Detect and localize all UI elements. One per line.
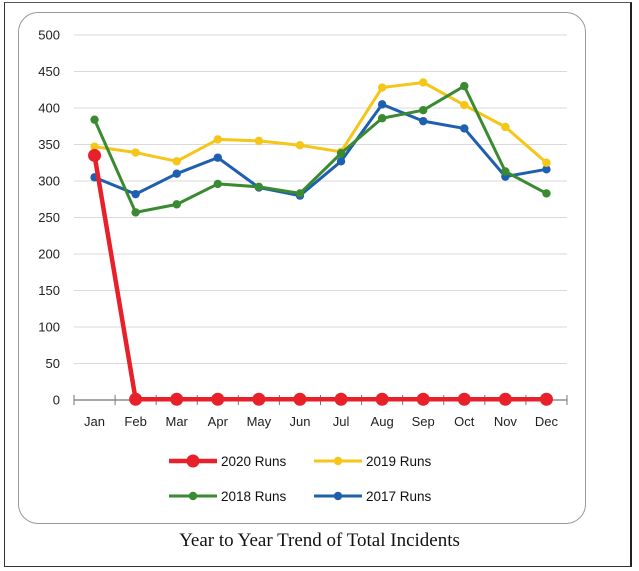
figure-caption: Year to Year Trend of Total Incidents	[179, 530, 460, 551]
data-point-2019-runs-feb	[131, 148, 140, 157]
x-tick-label-aug: Aug	[371, 414, 394, 429]
legend-label-2017-runs: 2017 Runs	[366, 489, 432, 504]
legend-item-2017-runs: 2017 Runs	[314, 489, 432, 504]
x-tick-label-feb: Feb	[124, 414, 146, 429]
series-line-2018-runs	[93, 84, 548, 214]
data-point-2018-runs-jul	[336, 149, 346, 158]
data-point-2020-runs-feb	[129, 392, 143, 406]
data-point-2017-runs-jul	[336, 157, 346, 166]
series-line-2020-runs	[92, 155, 547, 402]
data-point-2019-runs-oct	[460, 100, 469, 110]
legend-item-2019-runs: 2019 Runs	[314, 454, 432, 469]
y-tick-label-200: 200	[38, 247, 60, 262]
axes: 0 50 100 150 200 250 300 350 400 450 500 Jan Feb Mar A…	[38, 28, 568, 429]
y-tick-label-300: 300	[38, 174, 60, 189]
data-point-2018-runs-oct	[460, 81, 469, 91]
legend-swatch-marker	[188, 491, 198, 501]
x-tick-label-jun: Jun	[289, 414, 310, 429]
y-tick-label-100: 100	[38, 320, 60, 335]
data-point-2019-runs-sep	[419, 78, 428, 87]
data-point-2020-runs-sep	[416, 392, 430, 406]
data-point-2019-runs-nov	[501, 122, 510, 132]
data-point-2017-runs-mar	[172, 169, 181, 178]
data-point-2020-runs-jan	[88, 148, 102, 162]
figure-frame	[4, 2, 632, 567]
legend: 2020 Runs 2019 Runs 2018 Runs 2017 Runs	[169, 454, 432, 504]
data-point-2019-runs-jun	[295, 141, 305, 150]
series-line-2017-runs	[93, 102, 547, 198]
legend-label-2020-runs: 2020 Runs	[221, 454, 287, 469]
data-point-2018-runs-dec	[542, 189, 551, 198]
data-point-2020-runs-aug	[375, 392, 389, 406]
x-tick-label-apr: Apr	[208, 414, 229, 429]
x-tick-label-jan: Jan	[84, 414, 105, 429]
data-point-2018-runs-apr	[213, 179, 222, 189]
legend-label-2018-runs: 2018 Runs	[221, 489, 287, 504]
data-point-2017-runs-aug	[377, 100, 387, 109]
data-point-2017-runs-oct	[460, 124, 469, 133]
legend-swatch-marker	[186, 454, 200, 468]
y-tick-label-0: 0	[53, 393, 60, 408]
gridlines	[74, 34, 567, 364]
legend-label-2019-runs: 2019 Runs	[366, 454, 432, 469]
data-point-2020-runs-mar	[170, 392, 184, 406]
chart-container: 0 50 100 150 200 250 300 350 400 450 500 Jan Feb Mar A…	[18, 12, 586, 524]
data-point-2019-runs-jan	[90, 142, 99, 151]
data-point-2018-runs-aug	[377, 114, 387, 123]
data-point-2020-runs-dec	[539, 392, 553, 406]
series-2019-runs	[90, 78, 551, 167]
y-tick-label-50: 50	[46, 356, 60, 371]
data-point-2017-runs-feb	[131, 189, 140, 199]
data-point-2019-runs-may	[254, 136, 264, 146]
data-point-2019-runs-dec	[542, 158, 551, 167]
data-point-2020-runs-jul	[334, 392, 348, 406]
data-point-2018-runs-nov	[501, 167, 510, 176]
data-point-2017-runs-apr	[213, 153, 222, 162]
legend-item-2020-runs: 2020 Runs	[169, 454, 287, 469]
series-2020-runs	[88, 148, 553, 406]
x-tick-label-oct: Oct	[454, 414, 475, 429]
series-2018-runs	[90, 81, 551, 217]
x-tick-label-jul: Jul	[333, 414, 350, 429]
data-point-2017-runs-dec	[542, 165, 551, 174]
series-2017-runs	[90, 100, 551, 200]
series-line-2019-runs	[94, 80, 548, 164]
data-point-2019-runs-apr	[213, 135, 222, 144]
data-point-2020-runs-may	[252, 392, 266, 406]
data-point-2018-runs-sep	[419, 105, 428, 115]
data-point-2020-runs-jun	[293, 392, 307, 406]
x-tick-label-dec: Dec	[535, 414, 559, 429]
data-point-2018-runs-feb	[131, 208, 140, 217]
data-point-2020-runs-nov	[498, 392, 512, 406]
y-tick-label-150: 150	[38, 283, 60, 298]
x-tick-label-nov: Nov	[494, 414, 518, 429]
data-point-2019-runs-aug	[377, 83, 387, 92]
y-tick-label-400: 400	[38, 101, 60, 116]
data-point-2020-runs-oct	[457, 392, 471, 406]
series-lines	[88, 78, 553, 406]
y-tick-label-450: 450	[38, 64, 60, 79]
x-tick-label-sep: Sep	[412, 414, 435, 429]
data-point-2020-runs-apr	[211, 392, 225, 406]
x-tick-label-mar: Mar	[166, 414, 189, 429]
y-tick-label-350: 350	[38, 137, 60, 152]
legend-item-2018-runs: 2018 Runs	[169, 489, 287, 504]
data-point-2018-runs-jan	[90, 115, 99, 124]
x-tick-label-may: May	[247, 414, 272, 429]
y-tick-label-500: 500	[38, 28, 60, 43]
data-point-2018-runs-jun	[295, 189, 305, 198]
data-point-2018-runs-may	[254, 182, 264, 192]
y-tick-label-250: 250	[38, 210, 60, 225]
data-point-2019-runs-mar	[172, 157, 181, 166]
data-point-2018-runs-mar	[172, 200, 181, 209]
data-point-2017-runs-sep	[419, 116, 428, 126]
legend-swatch-marker	[333, 456, 343, 466]
line-chart: 0 50 100 150 200 250 300 350 400 450 500 Jan Feb Mar A…	[38, 28, 568, 504]
legend-swatch-marker	[333, 491, 343, 501]
